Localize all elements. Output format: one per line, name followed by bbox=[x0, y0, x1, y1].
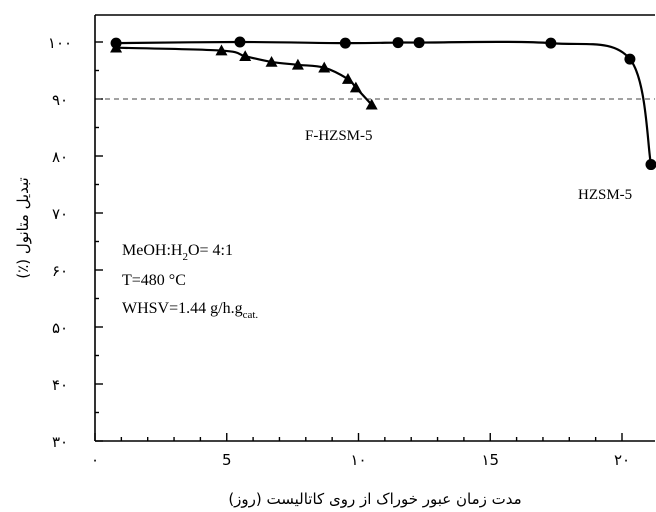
y-tick-label-3: ۶٠ bbox=[52, 262, 68, 280]
cond-feed-sub: 2 bbox=[182, 251, 188, 263]
condition-whsv: WHSV=1.44 g/h.gcat. bbox=[122, 300, 258, 321]
point-s0-6 bbox=[624, 53, 636, 65]
y-tick-label-1: ۴٠ bbox=[52, 376, 68, 394]
x-tick-label-4: ٢٠ bbox=[614, 451, 630, 469]
condition-feed-ratio: MeOH:H2O= 4:1 bbox=[122, 242, 233, 263]
series-label-f-hzsm5: F-HZSM-5 bbox=[305, 128, 373, 144]
series-line-0 bbox=[116, 40, 653, 165]
point-s1-7 bbox=[349, 81, 362, 93]
series-group bbox=[110, 36, 656, 171]
point-s0-2 bbox=[339, 37, 351, 49]
point-s0-4 bbox=[413, 37, 425, 49]
point-s1-0 bbox=[110, 41, 123, 53]
point-s0-5 bbox=[545, 37, 557, 49]
y-tick-label-0: ٣٠ bbox=[52, 433, 68, 451]
x-axis-title: مدت زمان عبور خوراک از روی کاتالیست (روز… bbox=[228, 490, 521, 508]
y-tick-label-4: ٧٠ bbox=[52, 205, 68, 223]
conditions-annotation: MeOH:H2O= 4:1 T=480 °C WHSV=1.44 g/h.gca… bbox=[122, 242, 258, 321]
condition-temperature: T=480 °C bbox=[122, 272, 186, 289]
y-tick-label-6: ٩٠ bbox=[52, 91, 68, 109]
point-s1-2 bbox=[239, 50, 252, 62]
point-s1-6 bbox=[341, 73, 354, 84]
point-s0-3 bbox=[392, 37, 404, 49]
y-tick-label-5: ٨٠ bbox=[52, 148, 68, 166]
point-s0-7 bbox=[645, 159, 656, 171]
cond-feed-part: MeOH:H bbox=[122, 242, 183, 259]
y-tick-label-2: ۵٠ bbox=[52, 319, 68, 337]
point-s1-8 bbox=[365, 98, 378, 110]
x-tick-label-0: ٠ bbox=[91, 451, 99, 469]
point-s1-1 bbox=[215, 44, 228, 56]
x-tick-label-1: 5 bbox=[222, 451, 232, 469]
y-axis-title: تبدیل متانول (٪) bbox=[14, 177, 32, 278]
cond-whsv-part: WHSV=1.44 g/h.g bbox=[122, 300, 243, 317]
axes bbox=[94, 14, 655, 442]
cond-feed-rest: O= 4:1 bbox=[188, 242, 233, 259]
y-tick-label-7: ١٠٠ bbox=[48, 34, 72, 52]
ticks: ٠ 5 ١٠ ١5 ٢٠ ٣٠ ۴٠ ۵٠ ۶٠ ٧٠ ٨٠ ٩٠ ١٠٠ bbox=[48, 34, 630, 469]
point-s1-5 bbox=[318, 61, 331, 73]
cond-whsv-sub: cat. bbox=[243, 309, 259, 321]
point-s0-1 bbox=[234, 36, 246, 48]
point-s1-3 bbox=[265, 55, 278, 67]
x-tick-label-2: ١٠ bbox=[350, 451, 366, 469]
series-label-hzsm5: HZSM-5 bbox=[578, 187, 632, 203]
x-tick-label-3: ١5 bbox=[481, 451, 499, 469]
point-s1-4 bbox=[291, 58, 304, 70]
